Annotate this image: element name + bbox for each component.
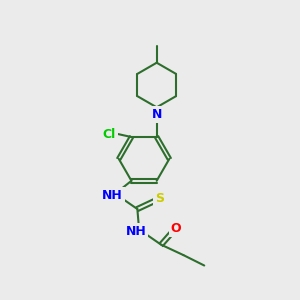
Text: S: S (155, 192, 164, 205)
Text: Cl: Cl (103, 128, 116, 141)
Text: O: O (171, 222, 181, 235)
Text: NH: NH (102, 189, 122, 202)
Text: NH: NH (125, 225, 146, 238)
Text: N: N (152, 108, 162, 121)
